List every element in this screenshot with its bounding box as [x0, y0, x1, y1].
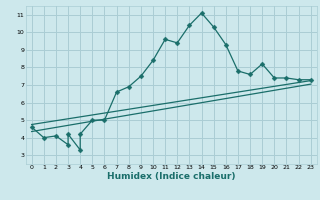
X-axis label: Humidex (Indice chaleur): Humidex (Indice chaleur) — [107, 172, 236, 181]
